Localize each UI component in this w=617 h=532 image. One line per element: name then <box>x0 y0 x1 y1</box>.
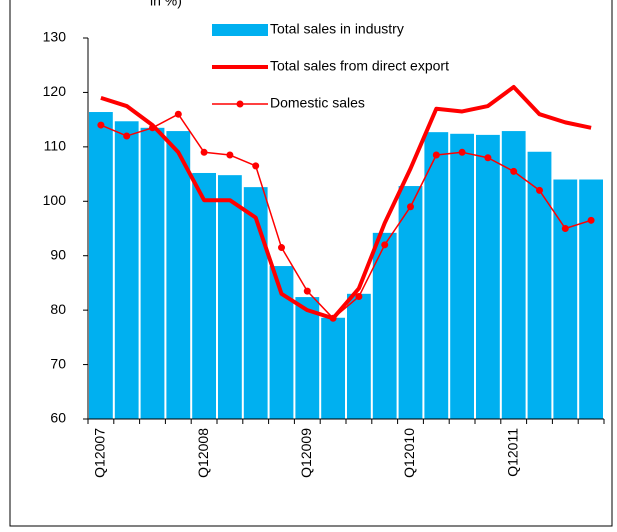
marker <box>252 162 260 170</box>
bar <box>579 179 603 419</box>
bar <box>295 297 320 419</box>
bar <box>398 186 423 419</box>
line <box>100 84 592 321</box>
marker <box>226 151 234 159</box>
legend-swatch <box>212 24 268 36</box>
x-tick-label: Q12008 <box>195 428 211 478</box>
bar <box>269 266 294 419</box>
marker <box>97 121 105 129</box>
marker <box>278 244 285 252</box>
bar <box>347 293 371 419</box>
marker <box>458 148 466 156</box>
marker <box>329 314 337 322</box>
bar <box>553 179 578 419</box>
bar <box>372 232 397 419</box>
y-tick-label: 110 <box>44 138 67 154</box>
bar <box>501 131 526 419</box>
y-tick-label: 90 <box>50 246 66 262</box>
x-tick-label: Q12007 <box>92 428 108 478</box>
marker <box>432 151 440 159</box>
marker <box>149 124 156 132</box>
line <box>100 113 592 320</box>
y-tick-label: 120 <box>43 83 67 99</box>
marker <box>484 154 492 162</box>
bar <box>424 132 449 419</box>
bar <box>192 172 216 419</box>
bar <box>321 317 345 419</box>
marker <box>174 110 182 118</box>
legend-label: Total sales in industry <box>270 21 404 37</box>
bar <box>140 127 165 420</box>
marker <box>561 225 569 232</box>
legend-label: Domestic sales <box>270 95 365 111</box>
marker <box>355 293 363 301</box>
bar <box>89 112 113 419</box>
marker <box>303 287 311 295</box>
y-tick-label: 70 <box>50 355 66 371</box>
y-tick-label: 130 <box>43 29 67 45</box>
bar <box>166 131 191 419</box>
chart-title: in %) <box>150 0 182 9</box>
y-tick-label: 100 <box>43 192 67 208</box>
frame <box>9 0 613 527</box>
x-tick-label: Q12009 <box>298 428 314 478</box>
bar <box>243 187 268 419</box>
bar <box>527 151 552 419</box>
legend-label: Total sales from direct export <box>270 58 449 74</box>
marker <box>200 148 208 156</box>
bar <box>218 175 242 419</box>
bar <box>450 133 474 419</box>
marker <box>587 216 595 224</box>
x-tick-label: Q12011 <box>504 428 520 477</box>
marker <box>407 203 414 211</box>
marker <box>381 241 389 249</box>
marker <box>536 186 543 194</box>
marker <box>510 167 518 175</box>
x-tick-label: Q12010 <box>401 428 417 478</box>
y-tick-label: 60 <box>50 410 66 426</box>
bar <box>476 134 500 419</box>
marker <box>123 132 131 140</box>
legend-marker <box>236 100 244 108</box>
bar <box>114 121 139 420</box>
y-tick-label: 80 <box>50 301 66 317</box>
